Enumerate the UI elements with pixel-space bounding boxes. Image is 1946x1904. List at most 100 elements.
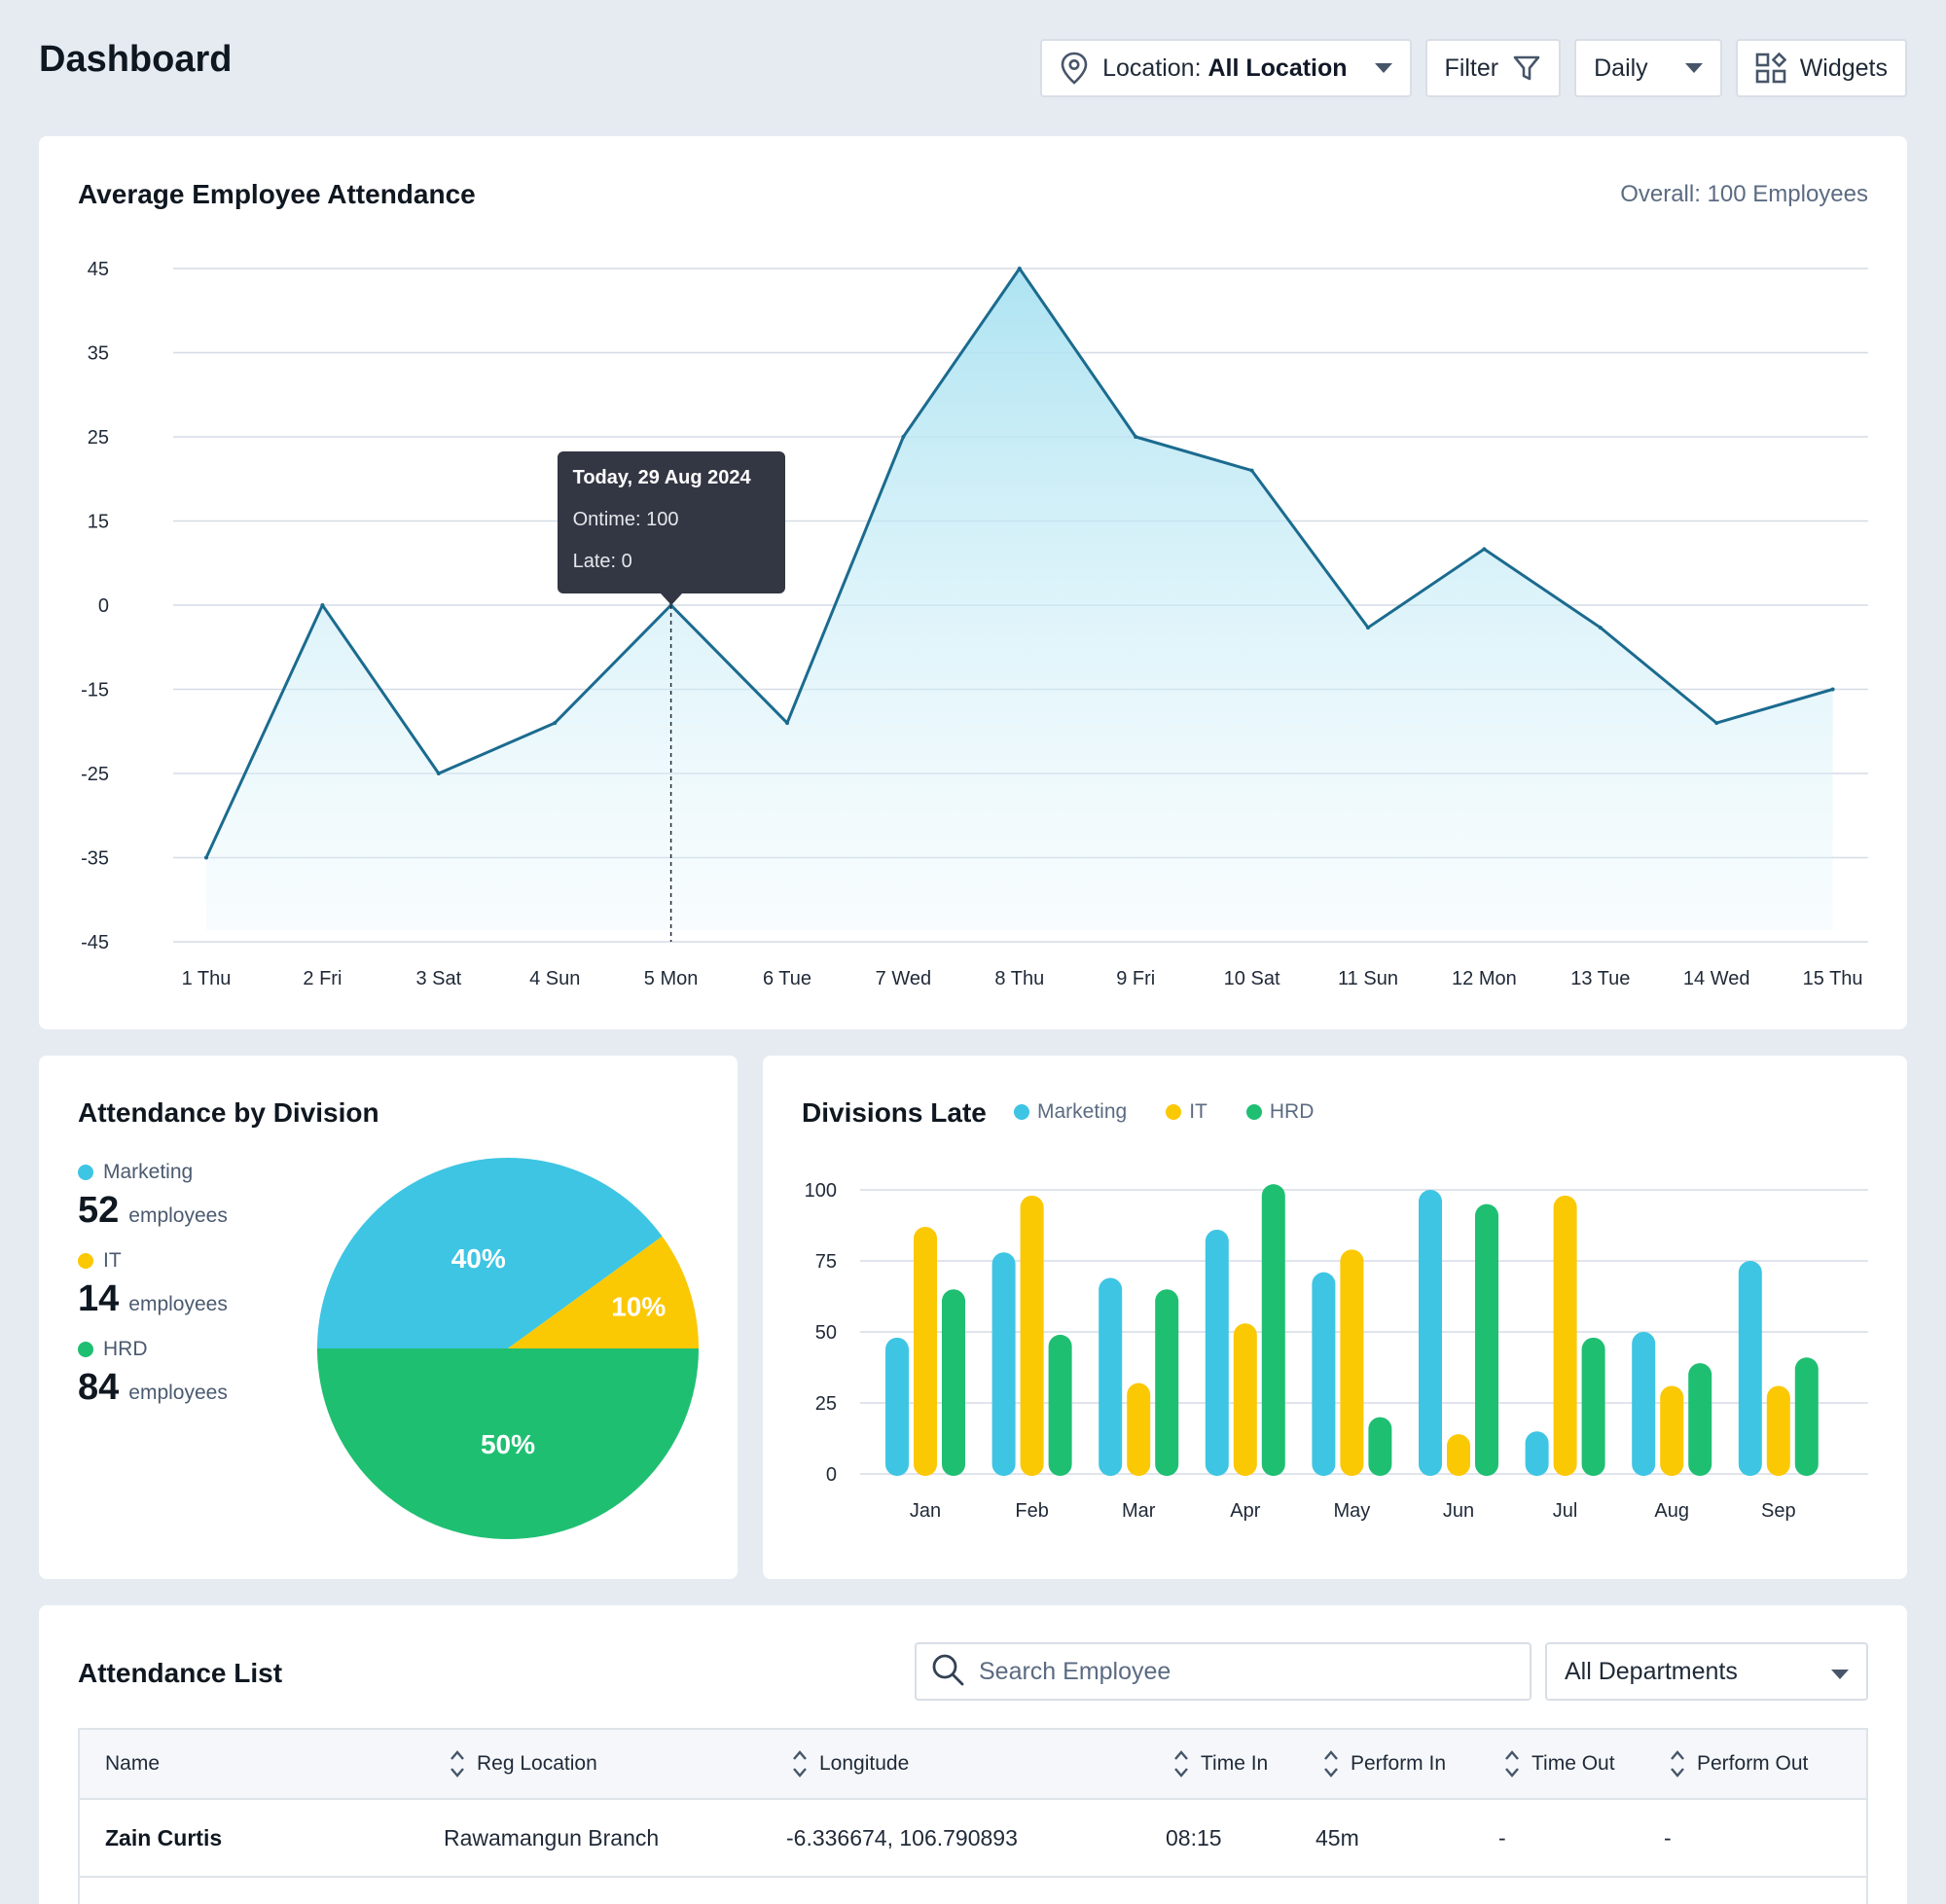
search-icon (930, 1652, 965, 1692)
column-header-name[interactable]: Name (105, 1752, 161, 1775)
pie-slice-label: 50% (481, 1429, 535, 1459)
legend-label: IT (1189, 1100, 1207, 1123)
legend-label: Marketing (1037, 1100, 1128, 1123)
widgets-button[interactable]: Widgets (1735, 39, 1907, 97)
bar-marketing (1419, 1190, 1442, 1476)
table-row[interactable] (80, 1878, 1866, 1904)
attendance-table: Name Reg Location Longitude Time In Perf… (78, 1728, 1868, 1904)
divisions-late-title: Divisions Late (802, 1097, 987, 1128)
widgets-icon (1755, 53, 1786, 84)
x-tick-label: 2 Fri (303, 968, 342, 989)
x-tick-label: 12 Mon (1452, 968, 1517, 989)
y-tick-label: 15 (88, 512, 109, 533)
column-header-time-in[interactable]: Time In (1173, 1748, 1268, 1779)
bar-it (1553, 1195, 1577, 1476)
cell-reg-location: Rawamangun Branch (444, 1825, 660, 1850)
division-name: HRD (103, 1338, 148, 1360)
chart-tooltip: Today, 29 Aug 2024 Ontime: 100 Late: 0 (557, 451, 785, 593)
bar-hrd (1048, 1334, 1072, 1476)
page-title: Dashboard (39, 39, 233, 80)
x-tick-label: 3 Sat (415, 968, 461, 989)
division-pie-chart: 40% 10% 50% (317, 1158, 699, 1539)
bar-marketing (1312, 1272, 1336, 1476)
sort-icon (1174, 1750, 1188, 1778)
search-employee-input[interactable] (979, 1657, 1516, 1686)
pie-slice-hrd (317, 1348, 699, 1539)
sort-icon (793, 1750, 807, 1778)
division-item-hrd: HRD 84 employees (78, 1338, 228, 1409)
location-dropdown[interactable]: Location: All Location (1040, 39, 1412, 97)
x-tick-label: May (1334, 1500, 1371, 1522)
x-tick-label: Feb (1015, 1500, 1048, 1522)
sort-icon (1505, 1750, 1519, 1778)
x-tick-label: Apr (1230, 1500, 1260, 1522)
data-point (1249, 468, 1254, 473)
area-fill (206, 269, 1833, 930)
division-unit: employees (128, 1293, 228, 1315)
x-tick-label: 9 Fri (1116, 968, 1155, 989)
data-point (1598, 626, 1603, 630)
data-point (1830, 687, 1835, 692)
filter-label: Filter (1444, 54, 1499, 82)
chevron-down-icon (1374, 63, 1392, 73)
column-header-longitude[interactable]: Longitude (792, 1748, 909, 1779)
bar-it (1766, 1385, 1790, 1476)
column-header-reg-location[interactable]: Reg Location (450, 1748, 597, 1779)
x-tick-label: 11 Sun (1338, 968, 1398, 989)
bar-hrd (1261, 1184, 1285, 1476)
location-pin-icon (1060, 52, 1089, 85)
divisions-late-card: Divisions Late Marketing IT HRD 100 75 50 2… (763, 1056, 1907, 1579)
department-select-value: All Departments (1565, 1657, 1738, 1685)
x-tick-label: 1 Thu (182, 968, 232, 989)
x-tick-label: 8 Thu (994, 968, 1044, 989)
table-row[interactable]: Zain Curtis Rawamangun Branch -6.336674,… (80, 1800, 1866, 1878)
x-tick-label: 6 Tue (763, 968, 811, 989)
period-dropdown[interactable]: Daily (1574, 39, 1722, 97)
y-tick-label: 0 (826, 1464, 837, 1486)
bar-marketing (1738, 1261, 1762, 1476)
department-select[interactable]: All Departments (1545, 1642, 1868, 1701)
column-header-perform-in[interactable]: Perform In (1323, 1748, 1446, 1779)
attendance-list-title: Attendance List (78, 1658, 283, 1688)
bar-it (1127, 1383, 1151, 1476)
column-header-time-out[interactable]: Time Out (1504, 1748, 1615, 1779)
bar-it (1340, 1249, 1364, 1476)
legend-hrd: HRD (1245, 1100, 1314, 1124)
tooltip-late: Late: 0 (572, 551, 632, 572)
cell-longitude: -6.336674, 106.790893 (786, 1825, 1018, 1850)
cell-name: Zain Curtis (105, 1825, 223, 1850)
column-header-perform-out[interactable]: Perform Out (1670, 1748, 1808, 1779)
division-name: Marketing (103, 1161, 194, 1183)
x-tick-label: Mar (1122, 1500, 1156, 1522)
toolbar: Location: All Location Filter Daily Widg… (1040, 39, 1907, 97)
data-point (553, 721, 558, 726)
bar-hrd (1581, 1337, 1605, 1476)
x-tick-label: Jul (1553, 1500, 1578, 1522)
bar-it (914, 1226, 937, 1476)
x-tick-label: 7 Wed (876, 968, 931, 989)
bar-hrd (1368, 1417, 1392, 1476)
bar-hrd (942, 1289, 965, 1476)
bar-hrd (1794, 1357, 1819, 1476)
bar-marketing (1099, 1277, 1123, 1476)
chevron-down-icon (1831, 1658, 1849, 1686)
data-point (1714, 721, 1719, 726)
overall-employees: Overall: 100 Employees (1620, 181, 1868, 207)
data-point (1134, 435, 1138, 439)
pie-slice-marketing (317, 1158, 663, 1348)
bar-it (1447, 1434, 1470, 1476)
cell-perform-out: - (1664, 1825, 1672, 1850)
cell-time-out: - (1498, 1825, 1506, 1850)
x-tick-label: Jan (910, 1500, 941, 1522)
y-tick-label: 45 (88, 259, 109, 280)
tooltip-date: Today, 29 Aug 2024 (572, 467, 751, 488)
x-tick-label: 13 Tue (1570, 968, 1630, 989)
widgets-label: Widgets (1799, 54, 1888, 82)
bar-it (1020, 1195, 1044, 1476)
filter-button[interactable]: Filter (1424, 39, 1562, 97)
late-legend: Marketing IT HRD (1014, 1100, 1314, 1124)
hrd-dot (1245, 1104, 1262, 1120)
x-tick-label: Sep (1761, 1500, 1796, 1522)
bar-marketing (1525, 1431, 1549, 1476)
chevron-down-icon (1684, 63, 1703, 73)
